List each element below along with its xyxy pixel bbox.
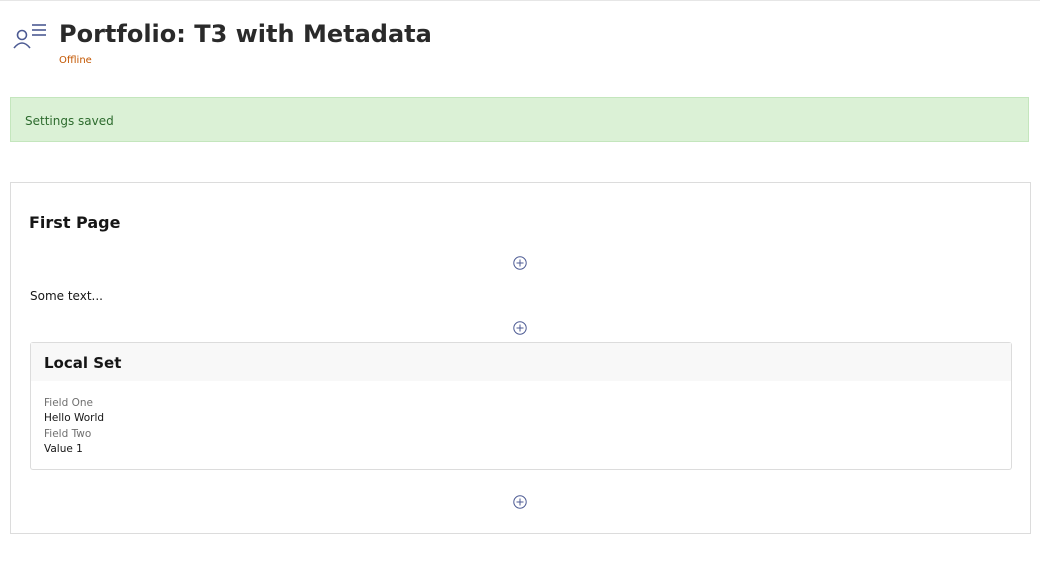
local-set-header: Local Set bbox=[31, 343, 1011, 381]
plus-circle-icon[interactable] bbox=[513, 321, 527, 335]
portfolio-page-panel: First Page Some text... Local Set Field … bbox=[10, 182, 1031, 534]
field-list: Field One Hello World Field Two Value 1 bbox=[44, 396, 104, 457]
field-label: Field One bbox=[44, 397, 93, 409]
page-heading: First Page bbox=[29, 213, 121, 232]
top-divider bbox=[0, 0, 1040, 1]
text-block: Some text... bbox=[30, 289, 103, 303]
success-alert: Settings saved bbox=[10, 97, 1029, 142]
portfolio-user-list-icon bbox=[13, 24, 46, 49]
page-title: Portfolio: T3 with Metadata bbox=[59, 20, 432, 48]
local-set-card: Local Set Field One Hello World Field Tw… bbox=[30, 342, 1012, 470]
field-value: Value 1 bbox=[44, 442, 83, 455]
local-set-title: Local Set bbox=[44, 354, 122, 372]
status-badge: Offline bbox=[59, 55, 92, 66]
field-value: Hello World bbox=[44, 412, 105, 425]
plus-circle-icon[interactable] bbox=[513, 495, 527, 509]
alert-message: Settings saved bbox=[25, 114, 114, 128]
field-label: Field Two bbox=[44, 427, 92, 440]
plus-circle-icon[interactable] bbox=[513, 256, 527, 270]
